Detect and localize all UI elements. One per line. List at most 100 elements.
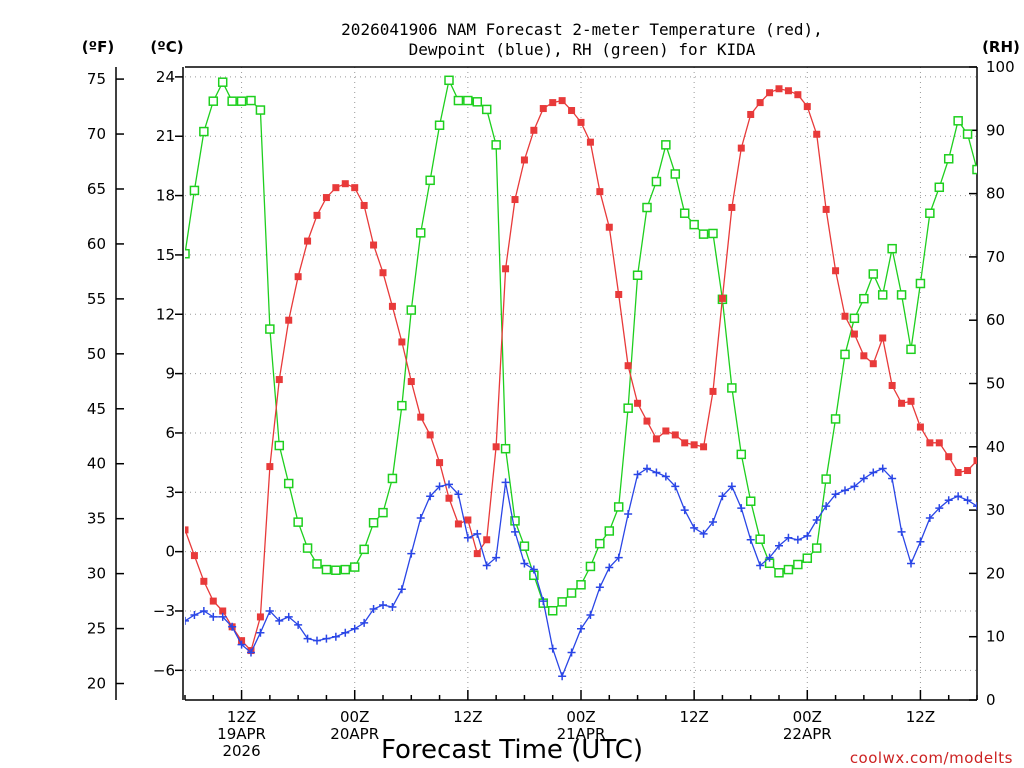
dewpoint-point	[284, 612, 293, 621]
dewpoint-point	[614, 553, 623, 562]
fahrenheit-tick-label: 55	[87, 290, 106, 308]
rh-point	[444, 75, 454, 86]
temperature-point	[445, 494, 453, 502]
dewpoint-point	[548, 644, 557, 653]
celsius-tick-label: 15	[156, 246, 175, 264]
rh-point	[274, 440, 285, 451]
rh-point	[283, 478, 294, 489]
temperature-point	[803, 103, 811, 111]
dewpoint-point	[482, 561, 491, 570]
temperature-point	[869, 360, 877, 368]
fahrenheit-tick-label: 25	[87, 620, 106, 638]
dewpoint-point	[209, 612, 218, 621]
chart-title-line1: 2026041906 NAM Forecast 2-meter Temperat…	[341, 20, 823, 39]
dewpoint-point	[322, 634, 331, 643]
dewpoint-point	[586, 610, 595, 619]
data-series	[185, 75, 977, 681]
dewpoint-point	[605, 563, 614, 572]
dewpoint-point	[265, 606, 274, 615]
dewpoint-point	[671, 482, 680, 491]
temperature-point	[219, 607, 227, 615]
fahrenheit-tick-label: 65	[87, 180, 106, 198]
axes	[115, 66, 978, 701]
dewpoint-point	[624, 510, 633, 519]
temperature-point	[926, 439, 934, 447]
temperature-point	[709, 387, 717, 395]
x-tick-label: 00Z	[340, 708, 369, 726]
dewpoint-point	[737, 504, 746, 513]
fahrenheit-tick-label: 20	[87, 675, 106, 693]
dewpoint-point	[416, 514, 425, 523]
rh-unit-label: (RH)	[982, 38, 1020, 56]
temperature-point	[775, 85, 783, 93]
dewpoint-point	[435, 482, 444, 491]
temperature-point	[473, 550, 481, 558]
celsius-unit-label: (ºC)	[150, 38, 183, 56]
grid-lines	[185, 67, 977, 700]
dewpoint-point	[935, 504, 944, 513]
rh-point	[359, 544, 369, 555]
dewpoint-point	[916, 537, 925, 546]
x-tick-label: 2026	[222, 742, 260, 760]
dewpoint-point	[454, 490, 463, 499]
x-axis-title: Forecast Time (UTC)	[381, 735, 643, 765]
dewpoint-point	[529, 565, 538, 574]
dewpoint-point	[577, 624, 585, 633]
rh-tick-label: 50	[986, 375, 1005, 393]
dewpoint-point	[397, 585, 406, 594]
rh-point	[519, 541, 530, 551]
temperature-point	[407, 378, 415, 386]
rh-tick-label: 100	[986, 58, 1015, 76]
temperature-point	[530, 126, 538, 134]
rh-point	[661, 140, 671, 150]
temperature-point	[879, 334, 887, 342]
dewpoint-point	[501, 478, 510, 487]
rh-point	[246, 95, 256, 106]
credit-text: coolwx.com/modelts	[850, 749, 1013, 767]
dewpoint-point	[313, 636, 321, 645]
fahrenheit-tick-label: 70	[87, 125, 106, 143]
dewpoint-point	[878, 464, 887, 473]
x-tick-label: 12Z	[906, 708, 935, 726]
dewpoint-point	[218, 612, 227, 621]
rh-point	[397, 400, 407, 411]
dewpoint-point	[661, 472, 670, 481]
rh-point	[925, 208, 935, 218]
temperature-point	[784, 87, 792, 95]
temperature-point	[586, 138, 594, 146]
dewpoint-point	[473, 529, 482, 538]
temperature-point	[539, 105, 547, 113]
dewpoint-point	[897, 527, 906, 536]
temperature-point	[605, 223, 613, 231]
rh-point	[217, 77, 228, 87]
dewpoint-point	[869, 468, 878, 477]
temperature-point	[718, 294, 726, 302]
dewpoint-point	[388, 603, 397, 612]
dewpoint-point	[709, 517, 717, 526]
temperature-point	[549, 99, 557, 107]
temperature-point	[379, 269, 387, 277]
dewpoint-point	[445, 480, 453, 489]
rh-point	[321, 564, 332, 575]
dewpoint-point	[350, 624, 359, 633]
temperature-point	[700, 443, 708, 451]
temperature-point	[643, 417, 651, 425]
dewpoint-point	[185, 616, 189, 625]
rh-point	[868, 269, 879, 279]
dewpoint-point	[822, 502, 831, 511]
temperature-point	[266, 463, 274, 471]
rh-point	[698, 229, 709, 239]
celsius-tick-label: 9	[165, 365, 175, 383]
temperature-point	[200, 577, 208, 585]
dewpoint-point	[680, 506, 689, 515]
rh-line	[185, 78, 977, 612]
rh-point	[185, 248, 190, 259]
rh-point	[340, 564, 351, 575]
rh-point	[463, 95, 473, 106]
temperature-point	[747, 110, 755, 118]
temperature-point	[464, 516, 472, 524]
dewpoint-point	[633, 470, 642, 479]
rh-point	[595, 538, 605, 549]
dewpoint-point	[237, 640, 246, 649]
dewpoint-point	[841, 486, 849, 495]
